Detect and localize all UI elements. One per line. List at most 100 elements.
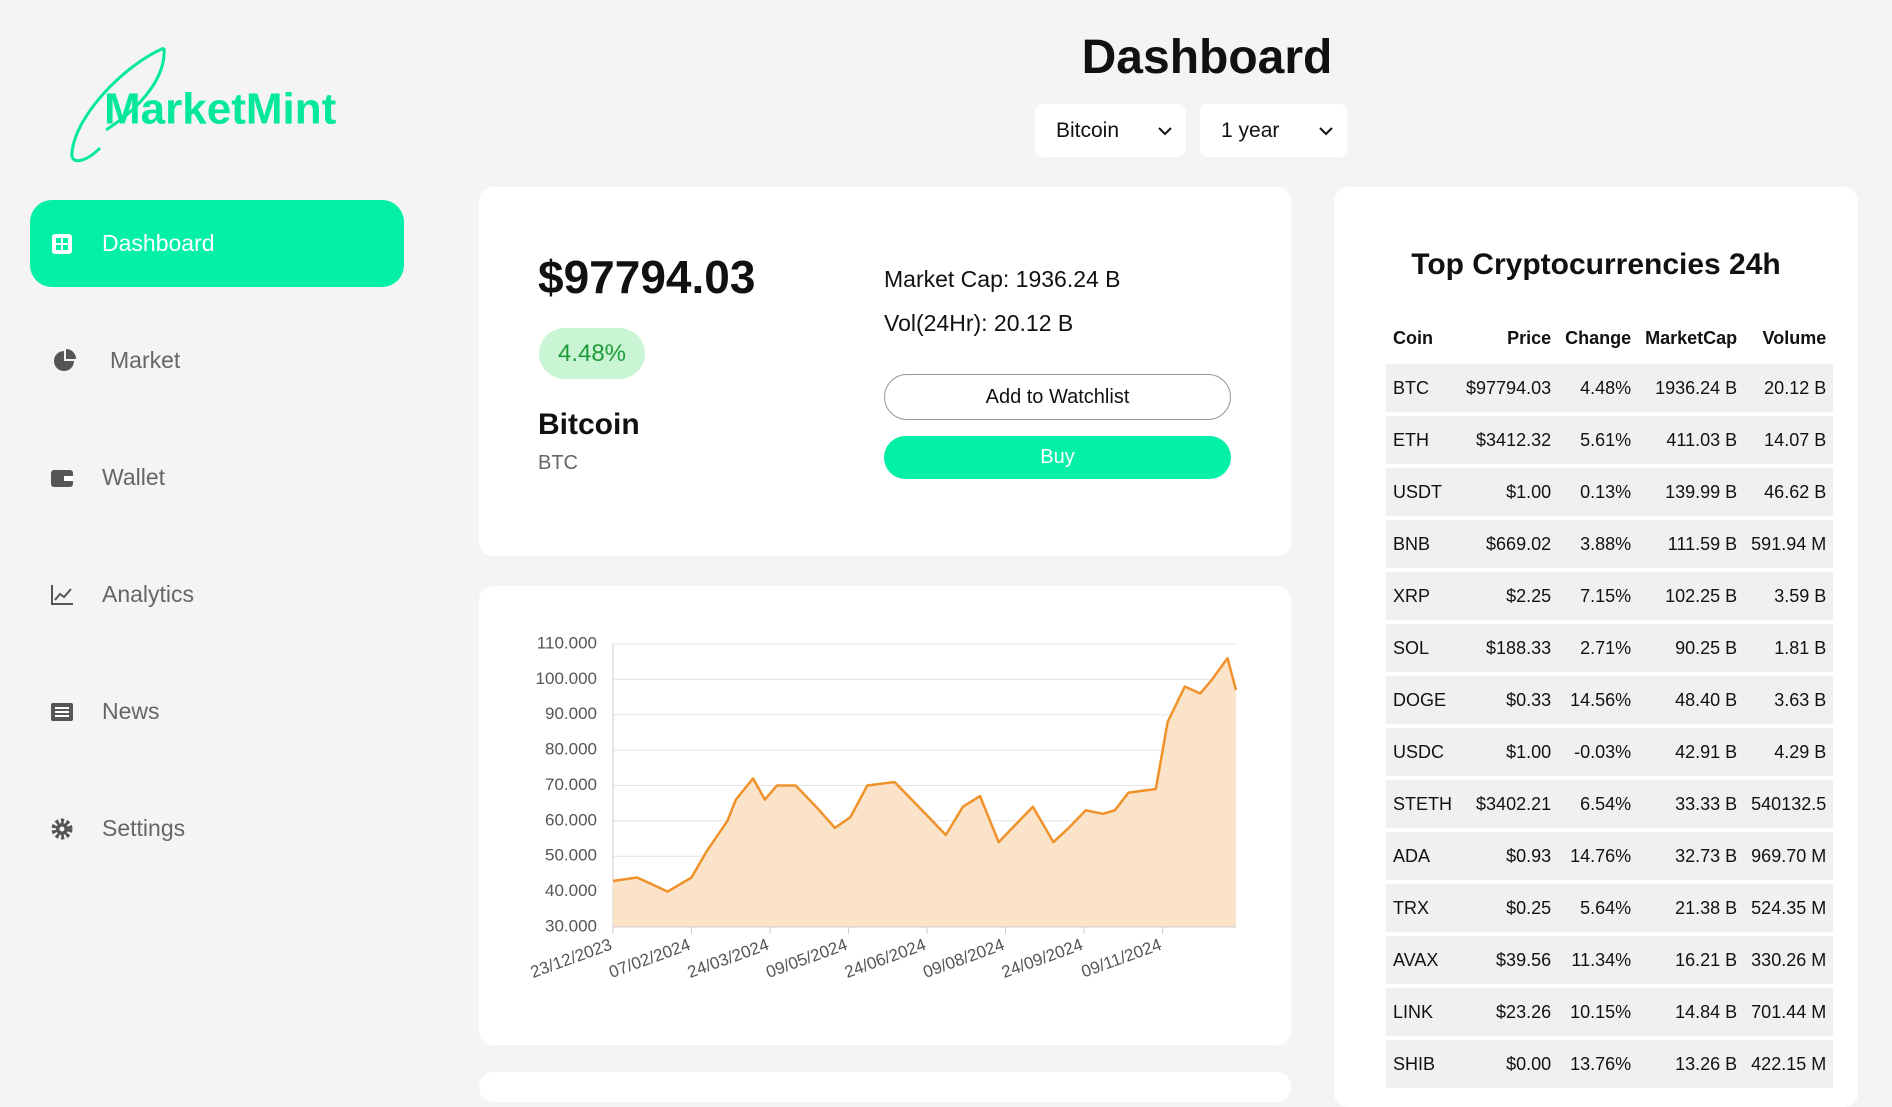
table-cell: 422.15 M [1744, 1040, 1834, 1088]
table-cell: 0.13% [1558, 468, 1639, 516]
table-cell: 32.73 B [1638, 832, 1745, 880]
watchlist-button[interactable]: Add to Watchlist [884, 374, 1231, 420]
table-cell: USDC [1386, 728, 1460, 776]
table-row: USDT $1.00 0.13% 139.99 B 46.62 B [1386, 468, 1834, 516]
y-tick-label: 110.000 [537, 633, 597, 652]
table-row: TRX $0.25 5.64% 21.38 B 524.35 M [1386, 884, 1834, 932]
logo[interactable]: MarketMint [66, 44, 376, 166]
icon [54, 348, 76, 371]
table-cell: 111.59 B [1638, 520, 1745, 568]
nav-label: Settings [102, 815, 186, 841]
table-cell: BTC [1386, 364, 1460, 412]
table-cell: 4.29 B [1744, 728, 1834, 776]
nav-label: News [102, 698, 160, 724]
table-cell: 1936.24 B [1638, 364, 1745, 412]
range-select[interactable]: 1 year [1200, 104, 1347, 157]
table-cell: 2.71% [1558, 624, 1639, 672]
table-row: LINK $23.26 10.15% 14.84 B 701.44 M [1386, 988, 1834, 1036]
table-cell: 411.03 B [1638, 416, 1745, 464]
table-cell: 13.76% [1558, 1040, 1639, 1088]
table-cell: $3412.32 [1459, 416, 1559, 464]
icon [51, 702, 73, 721]
column-header: Change [1565, 327, 1632, 348]
table-cell: 11.34% [1558, 936, 1639, 984]
table-cell: 1.81 B [1744, 624, 1834, 672]
table-cell: ETH [1386, 416, 1460, 464]
table-cell: 10.15% [1558, 988, 1639, 1036]
table-row: SOL $188.33 2.71% 90.25 B 1.81 B [1386, 624, 1834, 672]
nav-wallet[interactable]: Wallet [30, 434, 404, 521]
coin-select[interactable]: Bitcoin [1035, 104, 1186, 157]
buy-button[interactable]: Buy [884, 436, 1231, 479]
chevron [1158, 126, 1172, 135]
table-cell: $1.00 [1459, 468, 1559, 516]
x-tick-label: 24/03/2024 [685, 935, 771, 982]
nav-label: Market [110, 347, 181, 373]
coin-symbol: BTC [538, 452, 578, 474]
nav-settings[interactable]: Settings [30, 785, 404, 872]
x-tick-label: 07/02/2024 [606, 935, 692, 982]
column-header: Price [1507, 327, 1552, 348]
table-cell: 591.94 M [1744, 520, 1834, 568]
table-cell: $39.56 [1459, 936, 1559, 984]
y-tick-label: 90.000 [545, 704, 597, 723]
nav-dashboard[interactable]: Dashboard [30, 200, 404, 287]
table-cell: 46.62 B [1744, 468, 1834, 516]
y-tick-label: 80.000 [545, 740, 597, 759]
icon [51, 818, 73, 839]
volume: Vol(24Hr): 20.12 B [884, 310, 1074, 336]
table-cell: 701.44 M [1744, 988, 1834, 1036]
price-chart: 30.000 40.000 50.000 60.000 70.000 80.000 90.0… [528, 633, 1238, 982]
table-cell: -0.03% [1558, 728, 1639, 776]
table-cell: 14.84 B [1638, 988, 1745, 1036]
select-value: 1 year [1221, 118, 1280, 142]
icon [51, 469, 73, 487]
table-cell: 4.48% [1558, 364, 1639, 412]
table-row: ADA $0.93 14.76% 32.73 B 969.70 M [1386, 832, 1834, 880]
table-row: XRP $2.25 7.15% 102.25 B 3.59 B [1386, 572, 1834, 620]
logo-leaf [105, 47, 166, 132]
x-tick-label: 24/06/2024 [842, 935, 928, 982]
table-cell: BNB [1386, 520, 1460, 568]
table-cell: SOL [1386, 624, 1460, 672]
table-row: USDC $1.00 -0.03% 42.91 B 4.29 B [1386, 728, 1834, 776]
table-cell: 139.99 B [1638, 468, 1745, 516]
table-cell: 330.26 M [1744, 936, 1834, 984]
table-cell: 33.33 B [1638, 780, 1745, 828]
table-cell: $97794.03 [1459, 364, 1559, 412]
icon [51, 584, 73, 605]
price-line [612, 656, 1238, 893]
table-cell: 7.15% [1558, 572, 1639, 620]
table-cell: 14.56% [1558, 676, 1639, 724]
nav-analytics[interactable]: Analytics [30, 551, 404, 638]
table-cell: LINK [1386, 988, 1460, 1036]
x-tick-label: 09/05/2024 [763, 935, 849, 982]
select-value: Bitcoin [1056, 118, 1120, 142]
nav-news[interactable]: News [30, 668, 404, 755]
change-badge: 4.48% [539, 328, 645, 379]
nav-market[interactable]: Market [30, 317, 404, 404]
table-cell: USDT [1386, 468, 1460, 516]
table-cell: 42.91 B [1638, 728, 1745, 776]
table-cell: 14.07 B [1744, 416, 1834, 464]
coin-name: Bitcoin [538, 408, 640, 441]
table-row: STETH $3402.21 6.54% 33.33 B 540132.5 [1386, 780, 1834, 828]
table-cell: 48.40 B [1638, 676, 1745, 724]
table-cell: $669.02 [1459, 520, 1559, 568]
table-cell: $3402.21 [1459, 780, 1559, 828]
column-header: Volume [1762, 327, 1827, 348]
y-tick-label: 100.000 [536, 669, 597, 688]
table-cell: $0.33 [1459, 676, 1559, 724]
table-cell: 13.26 B [1638, 1040, 1745, 1088]
table-cell: 3.63 B [1744, 676, 1834, 724]
table-cell: 90.25 B [1638, 624, 1745, 672]
nav-label: Dashboard [102, 230, 215, 256]
table-cell: $2.25 [1459, 572, 1559, 620]
table-cell: DOGE [1386, 676, 1460, 724]
column-header: MarketCap [1645, 327, 1738, 348]
table-body: BTC $97794.03 4.48% 1936.24 B 20.12 B ETH $341… [1386, 364, 1834, 1088]
table-cell: SHIB [1386, 1040, 1460, 1088]
table-cell: 5.64% [1558, 884, 1639, 932]
area [613, 658, 1236, 927]
chevron [1319, 126, 1333, 135]
